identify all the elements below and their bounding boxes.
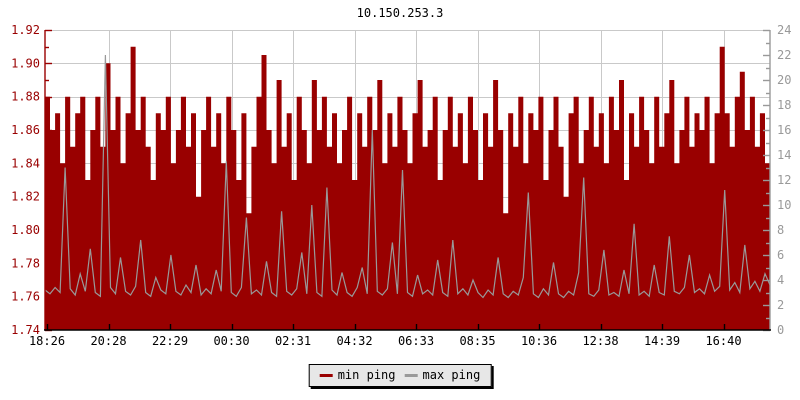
tick-label: 1.92 xyxy=(11,23,40,37)
min-ping-area xyxy=(45,46,770,330)
x-axis xyxy=(44,324,771,331)
tick-label: 14:39 xyxy=(644,334,680,348)
legend-item-min-ping: min ping xyxy=(319,368,396,382)
tick-label: 22:29 xyxy=(152,334,188,348)
max-ping-line xyxy=(44,54,771,299)
tick-label: 1.74 xyxy=(11,323,40,337)
tick-label: 10 xyxy=(777,198,791,212)
tick-label: 04:32 xyxy=(336,334,372,348)
legend: min ping max ping xyxy=(308,364,492,387)
tick-label: 0 xyxy=(777,323,784,337)
tick-label: 8 xyxy=(777,223,784,237)
tick-label: 02:31 xyxy=(275,334,311,348)
x-axis-labels: 18:26 20:28 22:29 00:30 02:31 04:32 06:33 08:35… xyxy=(29,334,742,348)
tick-label: 18:26 xyxy=(29,334,65,348)
tick-label: 1.80 xyxy=(11,223,40,237)
tick-label: 24 xyxy=(777,23,791,37)
tick-label: 4 xyxy=(777,273,784,287)
tick-label: 12:38 xyxy=(582,334,618,348)
tick-label: 14 xyxy=(777,148,791,162)
tick-label: 18 xyxy=(777,98,791,112)
tick-label: 20:28 xyxy=(90,334,126,348)
max-ping-swatch-icon xyxy=(404,373,418,377)
left-axis-labels: 1.92 1.90 1.88 1.86 1.84 1.82 1.80 1.78 1.76 1.74 xyxy=(11,23,40,337)
tick-label: 2 xyxy=(777,298,784,312)
tick-label: 16 xyxy=(777,123,791,137)
tick-label: 1.86 xyxy=(11,123,40,137)
tick-label: 1.90 xyxy=(11,56,40,70)
tick-label: 06:33 xyxy=(398,334,434,348)
chart-title: 10.150.253.3 xyxy=(356,6,444,20)
tick-label: 22 xyxy=(777,48,791,62)
tick-label: 1.76 xyxy=(11,290,40,304)
left-axis xyxy=(44,29,52,332)
tick-label: 1.84 xyxy=(11,156,40,170)
tick-label: 08:35 xyxy=(459,334,495,348)
legend-item-max-ping: max ping xyxy=(404,368,481,382)
tick-label: 1.78 xyxy=(11,256,40,270)
legend-label-min-ping: min ping xyxy=(337,368,396,382)
tick-label: 20 xyxy=(777,73,791,87)
legend-label-max-ping: max ping xyxy=(422,368,481,382)
tick-label: 1.88 xyxy=(11,90,40,104)
tick-label: 10:36 xyxy=(521,334,557,348)
tick-label: 6 xyxy=(777,248,784,262)
min-ping-swatch-icon xyxy=(319,373,333,377)
tick-label: 1.82 xyxy=(11,190,40,204)
tick-label: 00:30 xyxy=(213,334,249,348)
tick-label: 12 xyxy=(777,173,791,187)
tick-label: 16:40 xyxy=(705,334,741,348)
